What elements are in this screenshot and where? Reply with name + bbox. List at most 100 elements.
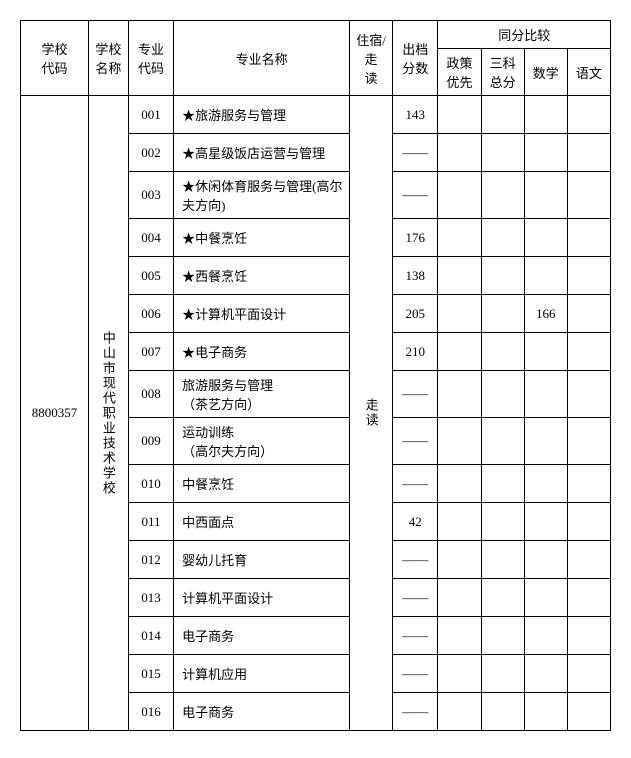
policy-cell: [438, 371, 481, 418]
major-code-cell: 006: [128, 295, 173, 333]
policy-cell: [438, 465, 481, 503]
three-subjects-cell: [481, 465, 524, 503]
three-subjects-cell: [481, 257, 524, 295]
policy-cell: [438, 617, 481, 655]
score-cell: 138: [393, 257, 438, 295]
major-code-cell: 004: [128, 219, 173, 257]
score-cell: ——: [393, 371, 438, 418]
score-cell: ——: [393, 465, 438, 503]
major-name-cell: ★中餐烹饪: [174, 219, 350, 257]
header-math: 数学: [524, 49, 567, 96]
table-row: 8800357中山市现代职业技术学校001★旅游服务与管理走读143: [21, 96, 611, 134]
policy-cell: [438, 295, 481, 333]
three-subjects-cell: [481, 617, 524, 655]
chinese-cell: [567, 333, 610, 371]
major-code-cell: 013: [128, 579, 173, 617]
major-name-cell: ★电子商务: [174, 333, 350, 371]
score-cell: 143: [393, 96, 438, 134]
three-subjects-cell: [481, 655, 524, 693]
chinese-cell: [567, 257, 610, 295]
three-subjects-cell: [481, 503, 524, 541]
math-cell: [524, 693, 567, 731]
policy-cell: [438, 418, 481, 465]
math-cell: [524, 172, 567, 219]
math-cell: [524, 465, 567, 503]
chinese-cell: [567, 172, 610, 219]
header-major-name: 专业名称: [174, 21, 350, 96]
policy-cell: [438, 693, 481, 731]
major-code-cell: 008: [128, 371, 173, 418]
three-subjects-cell: [481, 172, 524, 219]
admission-table: 学校代码 学校名称 专业代码 专业名称 住宿/走读 出档分数 同分比较 政策优先…: [20, 20, 611, 731]
policy-cell: [438, 503, 481, 541]
major-code-cell: 015: [128, 655, 173, 693]
score-cell: 42: [393, 503, 438, 541]
policy-cell: [438, 219, 481, 257]
policy-cell: [438, 96, 481, 134]
major-code-cell: 010: [128, 465, 173, 503]
chinese-cell: [567, 503, 610, 541]
major-code-cell: 007: [128, 333, 173, 371]
chinese-cell: [567, 465, 610, 503]
math-cell: [524, 219, 567, 257]
three-subjects-cell: [481, 134, 524, 172]
header-residence: 住宿/走读: [350, 21, 393, 96]
chinese-cell: [567, 541, 610, 579]
math-cell: [524, 579, 567, 617]
major-name-cell: 中餐烹饪: [174, 465, 350, 503]
score-cell: ——: [393, 693, 438, 731]
chinese-cell: [567, 134, 610, 172]
score-cell: ——: [393, 418, 438, 465]
math-cell: [524, 655, 567, 693]
score-cell: ——: [393, 655, 438, 693]
header-score: 出档分数: [393, 21, 438, 96]
table-header: 学校代码 学校名称 专业代码 专业名称 住宿/走读 出档分数 同分比较 政策优先…: [21, 21, 611, 96]
major-name-cell: ★西餐烹饪: [174, 257, 350, 295]
major-code-cell: 012: [128, 541, 173, 579]
math-cell: [524, 418, 567, 465]
policy-cell: [438, 541, 481, 579]
major-name-cell: 计算机平面设计: [174, 579, 350, 617]
major-name-cell: 运动训练（高尔夫方向）: [174, 418, 350, 465]
math-cell: [524, 333, 567, 371]
chinese-cell: [567, 371, 610, 418]
score-cell: ——: [393, 541, 438, 579]
score-cell: 176: [393, 219, 438, 257]
math-cell: [524, 371, 567, 418]
major-name-cell: 计算机应用: [174, 655, 350, 693]
header-school-name: 学校名称: [89, 21, 129, 96]
major-name-cell: ★计算机平面设计: [174, 295, 350, 333]
math-cell: 166: [524, 295, 567, 333]
three-subjects-cell: [481, 333, 524, 371]
policy-cell: [438, 579, 481, 617]
chinese-cell: [567, 579, 610, 617]
major-code-cell: 016: [128, 693, 173, 731]
three-subjects-cell: [481, 418, 524, 465]
major-name-cell: ★旅游服务与管理: [174, 96, 350, 134]
major-name-cell: ★休闲体育服务与管理(高尔夫方向): [174, 172, 350, 219]
math-cell: [524, 134, 567, 172]
score-cell: 205: [393, 295, 438, 333]
three-subjects-cell: [481, 96, 524, 134]
chinese-cell: [567, 617, 610, 655]
three-subjects-cell: [481, 295, 524, 333]
major-code-cell: 002: [128, 134, 173, 172]
major-name-cell: 电子商务: [174, 617, 350, 655]
three-subjects-cell: [481, 693, 524, 731]
math-cell: [524, 503, 567, 541]
header-three-subjects: 三科总分: [481, 49, 524, 96]
chinese-cell: [567, 655, 610, 693]
policy-cell: [438, 333, 481, 371]
major-code-cell: 014: [128, 617, 173, 655]
chinese-cell: [567, 418, 610, 465]
school-name-cell: 中山市现代职业技术学校: [89, 96, 129, 731]
major-name-cell: 中西面点: [174, 503, 350, 541]
major-name-cell: 旅游服务与管理（茶艺方向）: [174, 371, 350, 418]
major-code-cell: 005: [128, 257, 173, 295]
policy-cell: [438, 257, 481, 295]
score-cell: ——: [393, 172, 438, 219]
math-cell: [524, 257, 567, 295]
header-comparison: 同分比较: [438, 21, 611, 49]
major-name-cell: 电子商务: [174, 693, 350, 731]
score-cell: 210: [393, 333, 438, 371]
